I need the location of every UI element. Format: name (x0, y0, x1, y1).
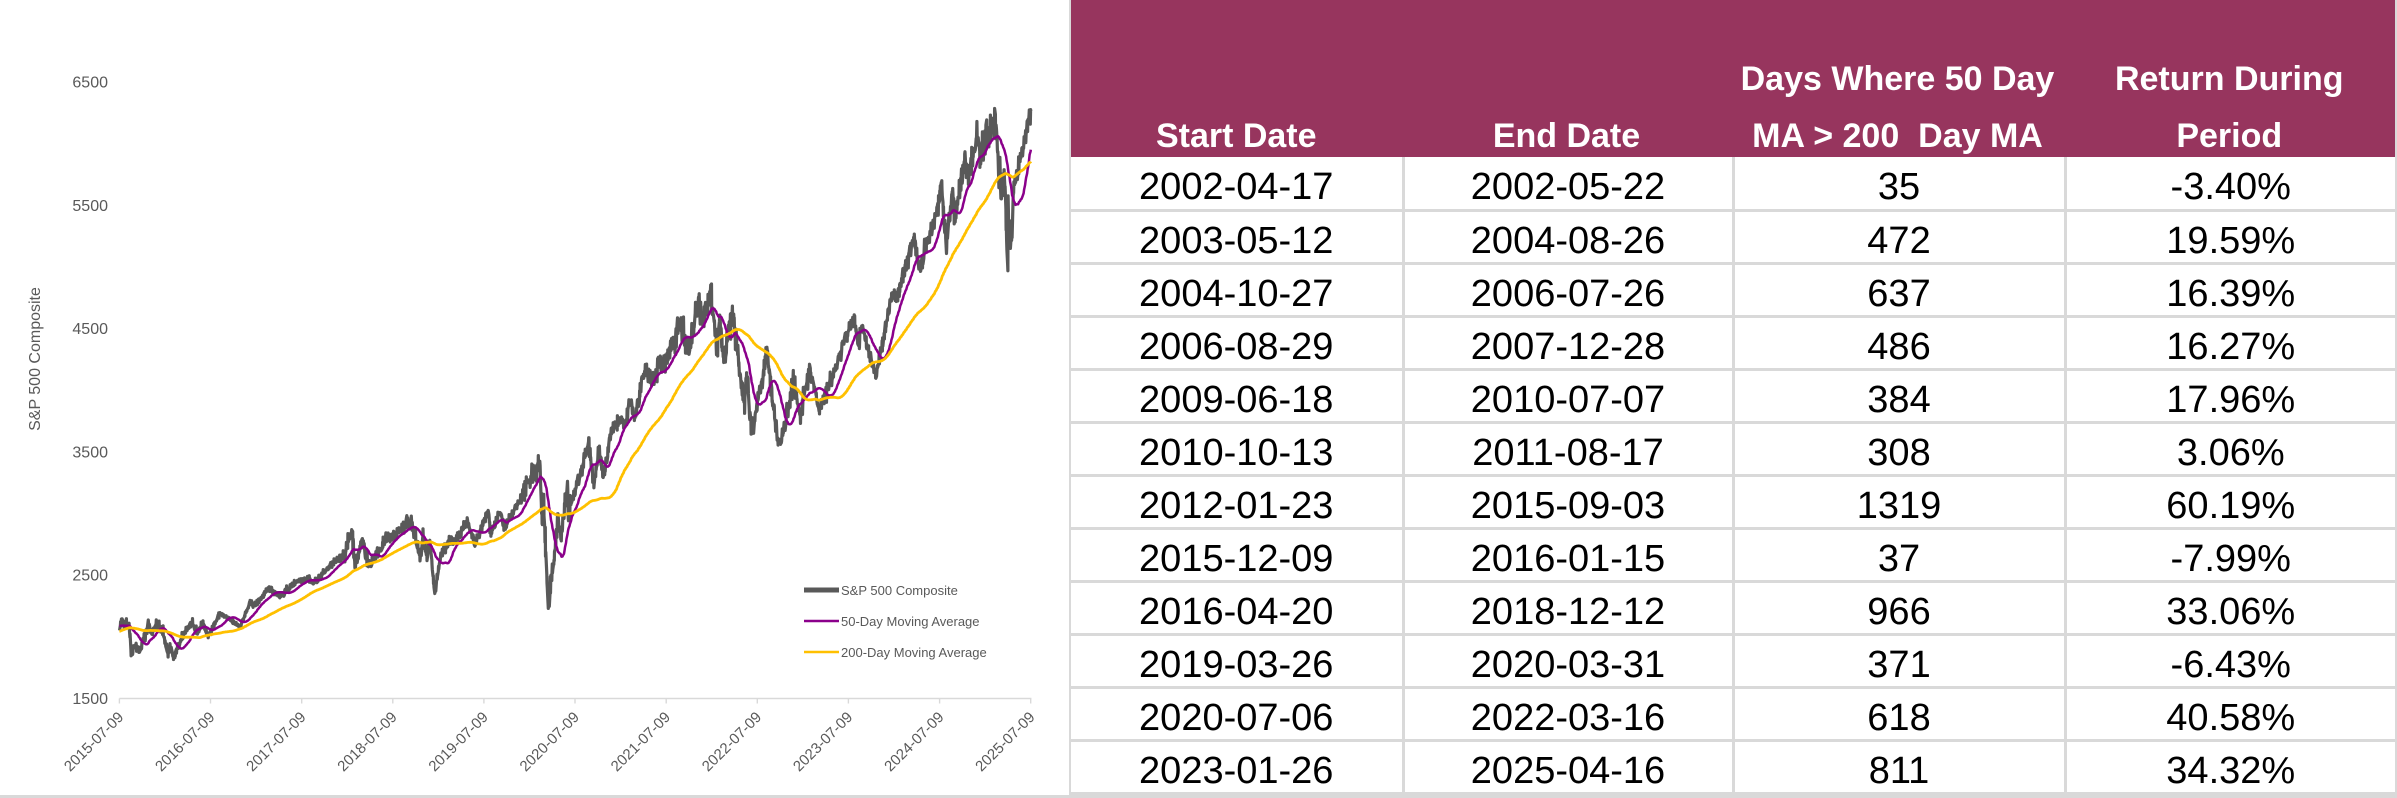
svg-text:S&P 500 Composite: S&P 500 Composite (841, 583, 958, 598)
svg-text:1500: 1500 (72, 691, 108, 708)
svg-text:S&P 500 Composite: S&P 500 Composite (27, 287, 44, 431)
svg-text:2017-07-09: 2017-07-09 (243, 709, 309, 775)
svg-text:50-Day Moving Average: 50-Day Moving Average (841, 614, 980, 629)
svg-text:2016-07-09: 2016-07-09 (152, 709, 218, 775)
svg-text:3500: 3500 (72, 444, 108, 461)
svg-text:6500: 6500 (72, 75, 108, 92)
svg-text:200-Day Moving Average: 200-Day Moving Average (841, 645, 987, 660)
svg-text:2021-07-09: 2021-07-09 (608, 709, 674, 775)
svg-text:2024-07-09: 2024-07-09 (881, 709, 947, 775)
svg-text:4500: 4500 (72, 321, 108, 338)
svg-text:2018-07-09: 2018-07-09 (334, 709, 400, 775)
svg-text:2015-07-09: 2015-07-09 (61, 709, 127, 775)
svg-text:2023-07-09: 2023-07-09 (790, 709, 856, 775)
svg-text:2500: 2500 (72, 568, 108, 585)
svg-text:2019-07-09: 2019-07-09 (425, 709, 491, 775)
svg-text:5500: 5500 (72, 198, 108, 215)
svg-text:2020-07-09: 2020-07-09 (517, 709, 583, 775)
svg-text:2025-07-09: 2025-07-09 (972, 709, 1038, 775)
svg-text:2022-07-09: 2022-07-09 (699, 709, 765, 775)
